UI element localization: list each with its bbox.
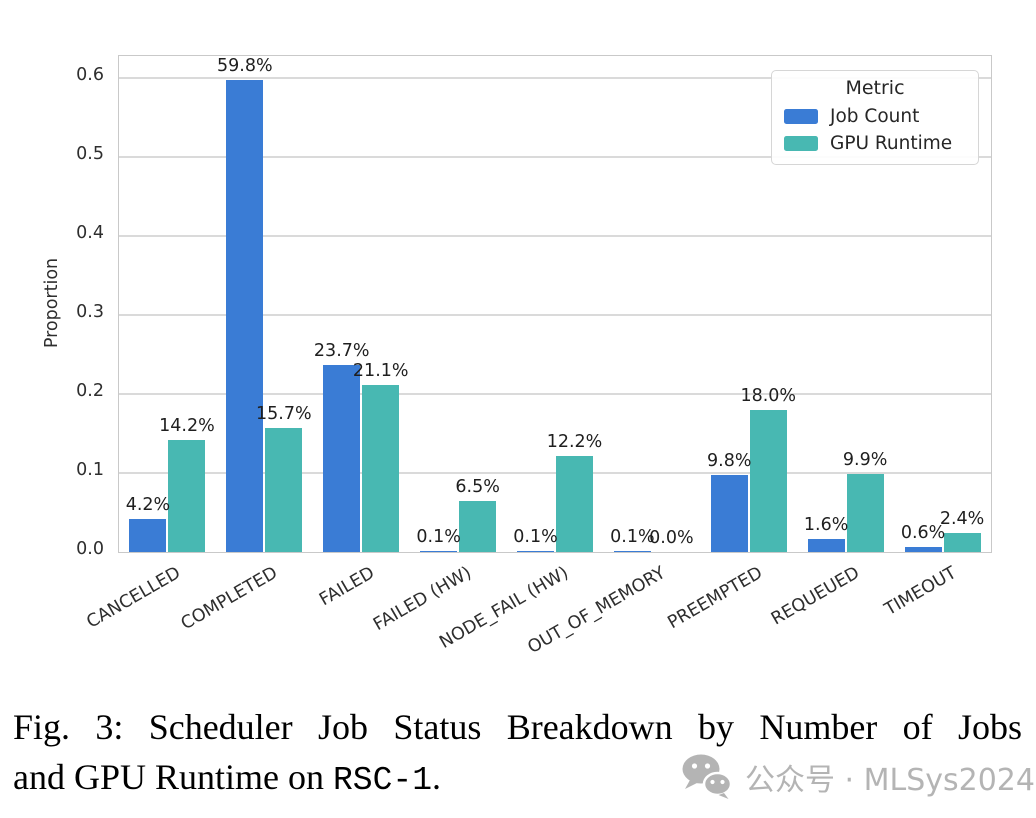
legend-swatch — [784, 109, 818, 124]
caption-text: and GPU Runtime on — [13, 757, 333, 797]
gridline — [119, 77, 991, 79]
bar-value-label: 59.8% — [217, 55, 273, 76]
bar-value-label: 9.8% — [707, 450, 752, 471]
bar-job-count-out_of_memory — [613, 551, 651, 552]
legend-entry-label: GPU Runtime — [830, 133, 953, 154]
legend-entry-label: Job Count — [830, 106, 920, 127]
y-tick-label: 0.1 — [76, 460, 104, 480]
bar-value-label: 23.7% — [313, 340, 370, 361]
bar-value-label: 2.4% — [939, 509, 985, 530]
caption-line-2: and GPU Runtime on RSC-1. — [13, 753, 1022, 805]
figure-caption: Fig. 3: Scheduler Job Status Breakdown b… — [13, 703, 1022, 805]
bar-gpu-runtime-completed — [265, 427, 303, 552]
bar-job-count-failed — [323, 364, 361, 552]
legend-swatch — [784, 136, 818, 151]
bar-value-label: 1.6% — [803, 515, 849, 536]
bar-gpu-runtime-cancelled — [168, 439, 206, 552]
bar-gpu-runtime-node_fail (hw) — [556, 455, 593, 552]
bar-job-count-timeout — [904, 547, 942, 552]
bar-job-count-completed — [226, 79, 264, 552]
y-tick-label: 0.0 — [76, 539, 104, 559]
bar-value-label: 0.1% — [416, 527, 461, 548]
caption-code: RSC-1 — [333, 762, 433, 799]
bar-value-label: 14.2% — [159, 415, 215, 436]
bar-value-label: 0.1% — [610, 527, 655, 548]
bar-value-label: 0.6% — [900, 523, 946, 544]
plot-area: Metric Job Count GPU Runtime 4.2% 59.8% 23.… — [118, 55, 992, 553]
legend-title: Metric — [845, 77, 905, 99]
y-tick-label: 0.3 — [76, 302, 104, 322]
y-tick-label: 0.6 — [76, 65, 104, 85]
y-tick-label: 0.4 — [76, 223, 104, 243]
legend: Metric Job Count GPU Runtime — [771, 70, 979, 165]
bar-job-count-cancelled — [129, 518, 167, 552]
y-tick-label: 0.2 — [76, 381, 104, 401]
y-tick-label: 0.5 — [76, 144, 104, 164]
bar-value-label: 18.0% — [740, 385, 797, 406]
gridline — [119, 314, 991, 316]
bar-value-label: 4.2% — [125, 494, 171, 515]
legend-entry-gpu-runtime: GPU Runtime — [784, 133, 966, 154]
bar-value-label: 12.2% — [546, 431, 603, 452]
bar-gpu-runtime-timeout — [943, 533, 981, 552]
gridline — [119, 156, 991, 158]
gridline — [119, 393, 991, 395]
bar-job-count-node_fail (hw) — [517, 551, 554, 552]
bar-value-label: 9.9% — [842, 449, 888, 470]
bar-gpu-runtime-failed (hw) — [459, 500, 497, 552]
caption-period: . — [432, 757, 442, 797]
wechat-icon — [682, 754, 733, 799]
legend-entries: Job Count GPU Runtime — [784, 106, 966, 154]
gridline — [119, 472, 991, 474]
legend-entry-job-count: Job Count — [784, 106, 966, 127]
caption-line-1: Fig. 3: Scheduler Job Status Breakdown b… — [13, 707, 1022, 747]
watermark: 公众号 · MLSys2024 — [681, 753, 1035, 800]
bar-job-count-failed (hw) — [420, 551, 458, 552]
bar-job-count-requeued — [807, 539, 845, 552]
bar-value-label: 21.1% — [352, 361, 409, 382]
bar-gpu-runtime-requeued — [846, 473, 884, 552]
bar-value-label: 6.5% — [455, 476, 500, 497]
bar-job-count-preempted — [710, 474, 748, 552]
bar-gpu-runtime-preempted — [749, 409, 787, 552]
bar-value-label: 0.1% — [513, 527, 558, 548]
bar-value-label: 0.0% — [649, 528, 694, 548]
bar-value-label: 15.7% — [256, 403, 312, 424]
gridline — [119, 235, 991, 237]
watermark-text: 公众号 · MLSys2024 — [745, 762, 1035, 798]
bar-gpu-runtime-failed — [362, 385, 400, 552]
